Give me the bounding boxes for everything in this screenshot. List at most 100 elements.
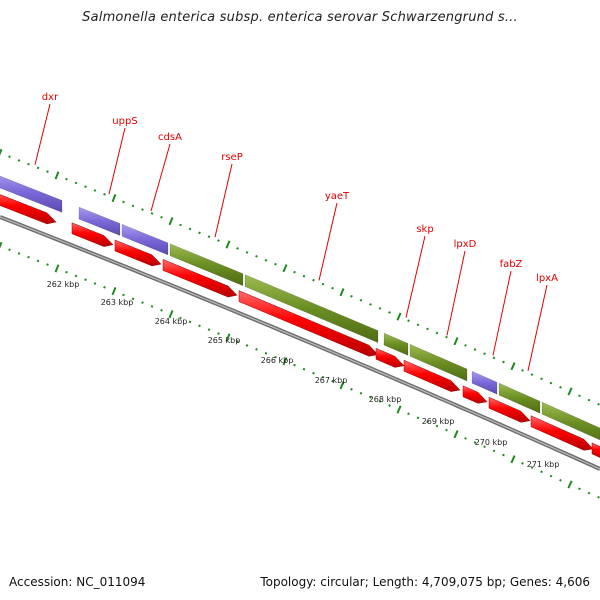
minor-tick	[179, 316, 182, 320]
minor-tick	[160, 215, 163, 219]
minor-tick	[359, 391, 363, 395]
scale-tick-label: 266 kbp	[261, 356, 294, 365]
minor-tick	[502, 453, 505, 457]
gene-label-fabZ: fabZ	[492, 259, 523, 356]
leader-line	[34, 103, 51, 165]
major-tick	[0, 241, 3, 251]
minor-tick	[27, 162, 30, 166]
minor-tick	[236, 340, 239, 343]
genome-stats: Topology: circular; Length: 4,709,075 bp…	[260, 575, 590, 589]
leader-line	[527, 284, 548, 371]
leader-line	[405, 235, 426, 318]
accession-label: Accession:	[9, 575, 73, 589]
minor-tick	[502, 360, 505, 364]
minor-tick	[8, 248, 11, 251]
minor-tick	[65, 270, 68, 274]
minor-tick	[27, 255, 30, 259]
minor-tick	[407, 319, 410, 323]
minor-tick	[141, 301, 144, 304]
minor-tick	[74, 181, 78, 185]
minor-tick	[207, 235, 211, 239]
minor-tick	[597, 495, 600, 499]
gene-name: cdsA	[158, 132, 182, 143]
minor-tick	[435, 331, 439, 335]
minor-tick	[179, 223, 182, 227]
gene-label-cdsA: cdsA	[150, 132, 182, 212]
major-tick	[396, 405, 402, 414]
major-tick	[225, 240, 231, 249]
minor-tick	[549, 474, 553, 478]
scale-tick-label: 268 kbp	[369, 395, 402, 404]
feature-block	[121, 223, 169, 256]
minor-tick	[122, 293, 125, 297]
minor-tick	[293, 363, 296, 367]
minor-tick	[150, 305, 154, 308]
minor-tick	[426, 420, 429, 424]
minor-tick	[150, 212, 154, 215]
minor-tick	[407, 412, 410, 416]
minor-tick	[36, 259, 40, 263]
major-tick	[111, 194, 117, 203]
major-tick	[168, 217, 174, 226]
minor-tick	[8, 155, 11, 158]
cds-arrow	[114, 239, 162, 267]
cds-arrow	[591, 442, 600, 458]
gene-label-lpxA: lpxA	[527, 273, 558, 371]
minor-tick	[207, 328, 211, 332]
minor-tick	[559, 385, 562, 389]
minor-tick	[331, 286, 334, 290]
lower-dot-track	[0, 241, 600, 499]
minor-tick	[217, 332, 220, 335]
minor-tick	[435, 424, 439, 428]
genes-value: 4,606	[555, 575, 590, 589]
minor-tick	[416, 323, 420, 327]
gene-name: dxr	[42, 92, 59, 103]
feature-block	[383, 332, 409, 356]
minor-tick	[188, 320, 192, 324]
length-label: Length:	[372, 575, 419, 589]
feature-block-track	[0, 175, 600, 441]
major-tick	[225, 333, 231, 342]
minor-tick	[236, 247, 239, 250]
gene-name: lpxA	[536, 273, 558, 284]
minor-tick	[274, 262, 277, 266]
minor-tick	[302, 367, 306, 371]
minor-tick	[255, 254, 258, 258]
minor-tick	[17, 159, 21, 162]
length-value: 4,709,075 bp	[421, 575, 502, 589]
minor-tick	[521, 462, 524, 465]
minor-tick	[84, 185, 87, 188]
scale-tick-label: 271 kbp	[527, 460, 560, 469]
scale-tick-label: 270 kbp	[475, 438, 508, 447]
gene-name: lpxD	[454, 239, 477, 250]
major-tick	[54, 171, 60, 180]
minor-tick	[93, 189, 97, 192]
minor-tick	[445, 335, 448, 339]
leader-line	[446, 250, 466, 336]
cds-arrow	[488, 396, 531, 423]
scale-tick-label: 269 kbp	[422, 417, 455, 426]
minor-tick	[445, 428, 448, 432]
minor-tick	[84, 278, 87, 281]
minor-tick	[131, 204, 135, 208]
leader-line	[214, 163, 233, 238]
tick-dot-tracks	[0, 148, 600, 499]
gene-label-rseP: rseP	[214, 152, 243, 238]
gene-label-skp: skp	[405, 224, 434, 318]
cds-arrow	[162, 259, 238, 298]
minor-tick	[217, 239, 220, 242]
minor-tick	[549, 381, 553, 385]
minor-tick	[312, 278, 315, 282]
minor-tick	[103, 192, 106, 196]
minor-tick	[350, 387, 353, 391]
cds-arrow	[238, 290, 379, 357]
leader-line	[492, 270, 512, 356]
minor-tick	[293, 270, 296, 274]
minor-tick	[540, 377, 543, 381]
minor-tick	[264, 258, 268, 262]
minor-tick	[131, 297, 135, 301]
major-tick	[567, 480, 573, 489]
minor-tick	[473, 348, 477, 351]
scale-tick-label: 265 kbp	[208, 336, 241, 345]
gene-label-uppS: uppS	[108, 116, 138, 195]
